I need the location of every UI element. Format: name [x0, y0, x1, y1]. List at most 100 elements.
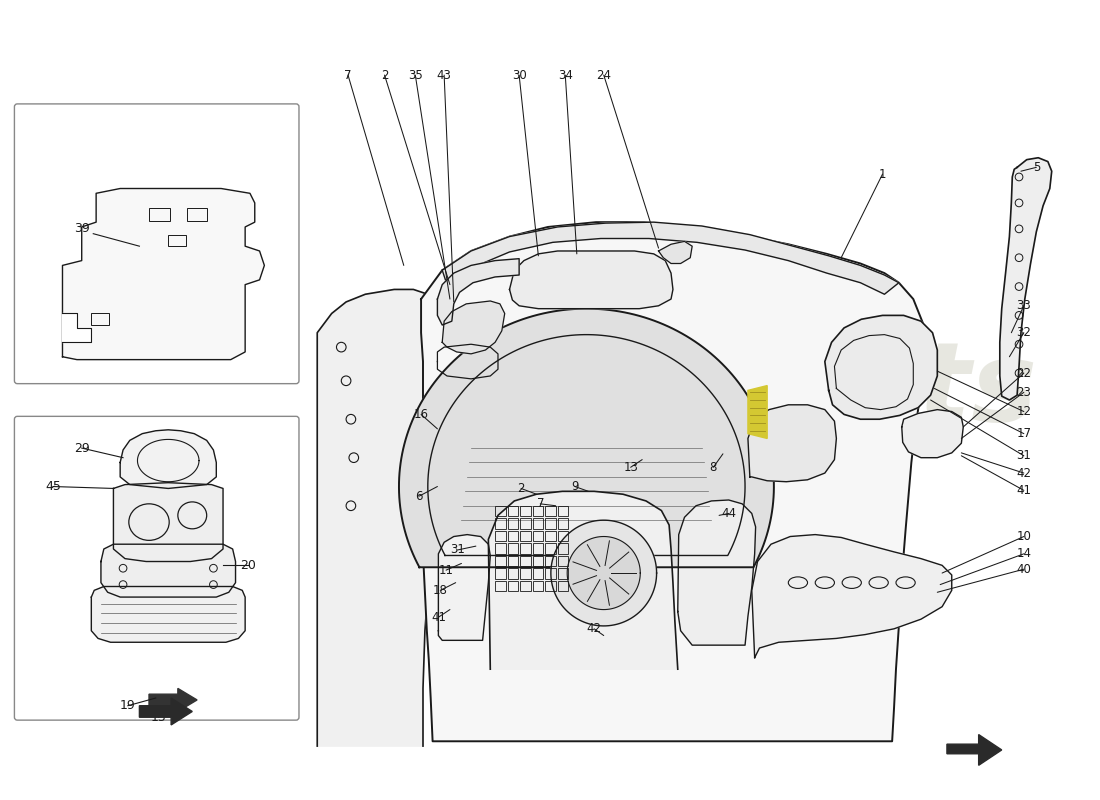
Polygon shape	[442, 222, 899, 294]
Polygon shape	[63, 314, 91, 342]
Text: 34: 34	[558, 69, 573, 82]
Text: 1: 1	[879, 167, 887, 181]
Polygon shape	[140, 698, 192, 725]
Bar	[495, 530, 506, 542]
Bar	[532, 506, 543, 516]
Text: 16: 16	[414, 408, 429, 421]
Text: 33: 33	[1016, 299, 1031, 312]
Bar	[532, 530, 543, 542]
Bar	[168, 234, 186, 246]
Polygon shape	[509, 251, 673, 309]
Text: 29: 29	[74, 442, 89, 454]
Bar	[520, 556, 530, 566]
Text: 45: 45	[45, 480, 60, 493]
Bar	[495, 518, 506, 529]
Bar	[558, 543, 569, 554]
Text: 30: 30	[512, 69, 527, 82]
Polygon shape	[101, 544, 235, 597]
Polygon shape	[568, 537, 640, 610]
Text: 40: 40	[1016, 562, 1032, 576]
Text: a passion for parts: a passion for parts	[575, 441, 887, 474]
Bar	[546, 506, 556, 516]
Text: 41: 41	[431, 610, 446, 624]
Text: 11: 11	[439, 564, 453, 577]
Bar	[507, 506, 518, 516]
Bar	[507, 581, 518, 591]
Text: 39: 39	[74, 222, 89, 235]
Bar	[520, 543, 530, 554]
Bar	[507, 530, 518, 542]
Bar	[520, 581, 530, 591]
Text: 44: 44	[722, 507, 736, 520]
Text: 7: 7	[537, 498, 544, 510]
Text: 24: 24	[596, 69, 612, 82]
Polygon shape	[399, 309, 774, 567]
Bar	[495, 581, 506, 591]
Text: 17: 17	[1016, 427, 1032, 440]
Polygon shape	[659, 242, 692, 263]
Text: 5: 5	[1033, 161, 1039, 174]
Bar	[148, 208, 170, 221]
Bar	[495, 506, 506, 516]
Bar	[532, 568, 543, 579]
FancyBboxPatch shape	[14, 416, 299, 720]
Bar	[91, 314, 109, 325]
Text: 41: 41	[1016, 484, 1032, 497]
Polygon shape	[551, 520, 657, 626]
Bar	[558, 506, 569, 516]
Polygon shape	[1000, 158, 1052, 400]
Polygon shape	[947, 734, 1002, 766]
Bar	[558, 556, 569, 566]
Text: 42: 42	[586, 622, 602, 635]
Polygon shape	[825, 315, 937, 419]
Polygon shape	[439, 534, 491, 640]
Bar	[507, 568, 518, 579]
Polygon shape	[748, 386, 767, 438]
Bar	[558, 518, 569, 529]
Polygon shape	[421, 222, 925, 742]
Polygon shape	[113, 482, 223, 562]
Text: 35: 35	[408, 69, 422, 82]
Text: europarts: europarts	[424, 337, 1037, 444]
Bar	[495, 543, 506, 554]
Bar	[558, 568, 569, 579]
Bar	[507, 556, 518, 566]
Bar	[546, 543, 556, 554]
Text: 22: 22	[1016, 366, 1032, 379]
Polygon shape	[438, 258, 519, 325]
Text: 2: 2	[381, 69, 388, 82]
Polygon shape	[442, 301, 505, 354]
Text: 31: 31	[1016, 450, 1032, 462]
Text: 7: 7	[344, 69, 352, 82]
Text: 14: 14	[1016, 547, 1032, 560]
Text: 18: 18	[433, 584, 448, 597]
Bar	[520, 568, 530, 579]
Bar	[558, 581, 569, 591]
Text: 43: 43	[437, 69, 452, 82]
Bar	[532, 581, 543, 591]
Bar	[520, 506, 530, 516]
Polygon shape	[148, 689, 197, 711]
Bar	[546, 556, 556, 566]
Polygon shape	[120, 430, 217, 489]
Bar	[532, 556, 543, 566]
Bar	[546, 530, 556, 542]
Bar	[546, 581, 556, 591]
Bar	[507, 518, 518, 529]
Bar	[495, 556, 506, 566]
Polygon shape	[317, 290, 442, 746]
Polygon shape	[751, 534, 952, 658]
Text: 23: 23	[1016, 386, 1032, 399]
Text: 42: 42	[1016, 466, 1032, 479]
Text: 12: 12	[1016, 405, 1032, 418]
Text: 31: 31	[450, 543, 465, 557]
Text: 32: 32	[1016, 326, 1032, 339]
Bar	[532, 543, 543, 554]
Bar	[546, 518, 556, 529]
Text: 8: 8	[710, 461, 717, 474]
Polygon shape	[902, 410, 964, 458]
Polygon shape	[91, 586, 245, 642]
Bar	[546, 568, 556, 579]
Bar	[520, 530, 530, 542]
Polygon shape	[748, 405, 836, 482]
